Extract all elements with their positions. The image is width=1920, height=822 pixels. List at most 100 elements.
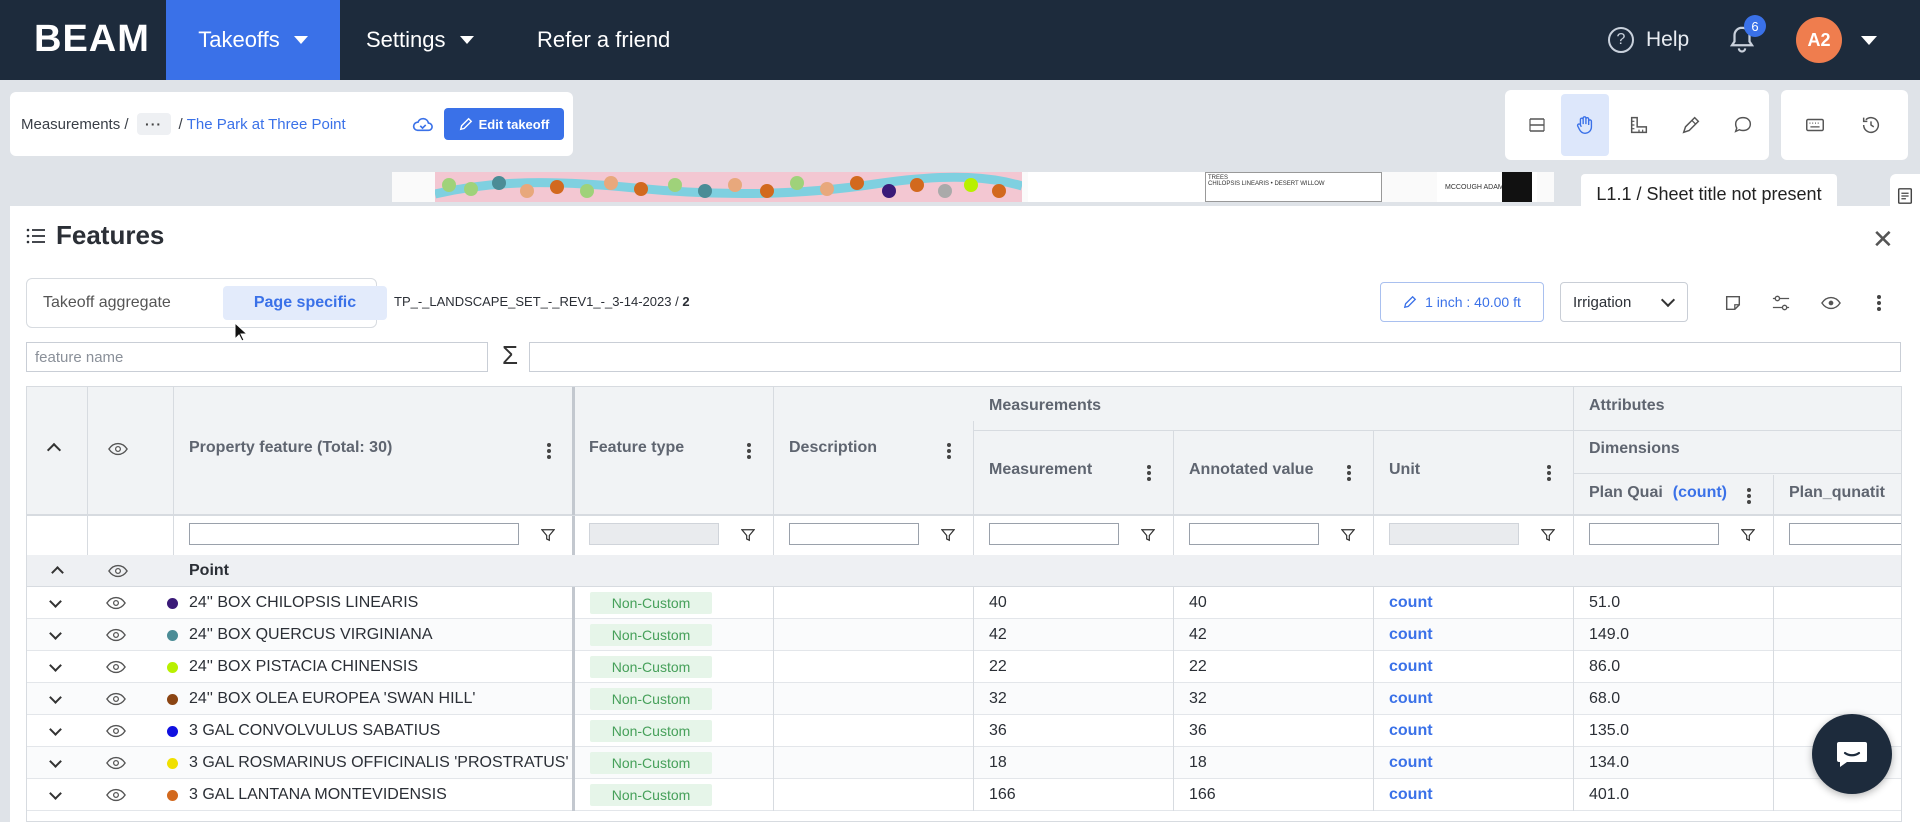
breadcrumb-ellipsis-button[interactable]: ··· [136, 113, 171, 135]
filter-icon[interactable] [941, 528, 955, 542]
formula-input[interactable] [529, 342, 1901, 372]
filter-description-input[interactable] [789, 523, 919, 545]
rows-tool[interactable] [1513, 94, 1561, 156]
nav-settings[interactable]: Settings [366, 0, 474, 80]
chat-support-button[interactable] [1812, 714, 1892, 794]
chevron-down-icon [459, 36, 474, 44]
history-button[interactable] [1847, 94, 1895, 156]
pan-tool[interactable] [1561, 94, 1609, 156]
nav-refer-a-friend[interactable]: Refer a friend [537, 0, 670, 80]
column-header-annotated-value[interactable]: Annotated value [1189, 461, 1314, 478]
filter-plan-quantity-input[interactable] [1589, 523, 1719, 545]
chevron-down-icon[interactable] [49, 787, 62, 800]
unit-link[interactable]: count [1389, 754, 1433, 771]
comment-tool[interactable] [1719, 94, 1767, 156]
column-header-property-feature[interactable]: Property feature (Total: 30) [189, 439, 393, 456]
chevron-down-icon[interactable] [49, 659, 62, 672]
column-header-plan-qunatit[interactable]: Plan_qunatit [1789, 484, 1886, 501]
filter-icon[interactable] [1341, 528, 1355, 542]
table-row[interactable]: 3 GAL ROSMARINUS OFFICINALIS 'PROSTRATUS… [27, 747, 1901, 779]
layer-dropdown[interactable]: Irrigation [1560, 282, 1688, 322]
settings-sliders-button[interactable] [1770, 292, 1792, 314]
chevron-down-icon[interactable] [49, 755, 62, 768]
breadcrumb-project-link[interactable]: The Park at Three Point [186, 115, 346, 133]
filter-property-feature-input[interactable] [189, 523, 519, 545]
unit-link[interactable]: count [1389, 658, 1433, 675]
eye-icon[interactable] [106, 692, 126, 706]
table-row[interactable]: 3 GAL CONVOLVULUS SABATIUS Non-Custom 36 36… [27, 715, 1901, 747]
cloud-icon[interactable] [412, 114, 434, 134]
tab-page-specific[interactable]: Page specific [223, 286, 387, 320]
more-options-button[interactable] [1868, 292, 1890, 314]
beam-logo[interactable]: BEAM [34, 18, 150, 60]
eye-icon[interactable] [106, 596, 126, 610]
nav-takeoffs[interactable]: Takeoffs [166, 0, 340, 80]
feature-search-input[interactable] [26, 342, 488, 372]
plan-quantity-value: 401.0 [1589, 786, 1630, 803]
comment-icon [1734, 116, 1752, 133]
column-header-description[interactable]: Description [789, 439, 878, 456]
unit-link[interactable]: count [1389, 594, 1433, 611]
eye-icon[interactable] [106, 628, 126, 642]
breadcrumb-root[interactable]: Measurements / [21, 115, 129, 133]
column-header-unit[interactable]: Unit [1389, 461, 1421, 478]
eye-icon[interactable] [106, 724, 126, 738]
filter-annotated-value-input[interactable] [1189, 523, 1319, 545]
filter-icon[interactable] [741, 528, 755, 542]
kebab-icon [1877, 295, 1881, 311]
scale-button[interactable]: 1 inch : 40.00 ft [1380, 282, 1544, 322]
table-row[interactable]: 3 GAL LANTANA MONTEVIDENSIS Non-Custom 166… [27, 779, 1901, 811]
collapse-all-button[interactable] [46, 439, 62, 458]
annotated-value: 36 [1189, 722, 1207, 739]
tab-takeoff-aggregate[interactable]: Takeoff aggregate [43, 294, 171, 311]
filter-icon[interactable] [1541, 528, 1555, 542]
draw-tool[interactable] [1667, 94, 1715, 156]
chevron-down-icon[interactable] [49, 627, 62, 640]
note-icon [1725, 295, 1741, 311]
unit-link[interactable]: count [1389, 690, 1433, 707]
unit-link[interactable]: count [1389, 786, 1433, 803]
kebab-icon[interactable] [747, 443, 751, 459]
edit-takeoff-button[interactable]: Edit takeoff [444, 108, 564, 140]
column-header-plan-quantity[interactable]: Plan Quai (count) [1589, 484, 1727, 502]
eye-icon[interactable] [108, 442, 128, 456]
filter-icon[interactable] [541, 528, 555, 542]
filter-icon[interactable] [1741, 528, 1755, 542]
group-row-point[interactable]: Point [27, 555, 1901, 587]
filter-icon[interactable] [1141, 528, 1155, 542]
table-row[interactable]: 24'' BOX PISTACIA CHINENSIS Non-Custom 22 2… [27, 651, 1901, 683]
eye-icon[interactable] [106, 788, 126, 802]
eye-icon[interactable] [106, 660, 126, 674]
feature-type-tag: Non-Custom [590, 656, 712, 678]
filter-plan-qunatit-input[interactable] [1789, 523, 1901, 545]
kebab-icon[interactable] [1547, 465, 1551, 481]
kebab-icon[interactable] [1347, 465, 1351, 481]
chevron-down-icon[interactable] [49, 723, 62, 736]
chevron-down-icon[interactable] [49, 691, 62, 704]
keyboard-shortcuts-button[interactable] [1791, 94, 1839, 156]
table-row[interactable]: 24'' BOX CHILOPSIS LINEARIS Non-Custom 40 4… [27, 587, 1901, 619]
eye-icon[interactable] [108, 564, 128, 578]
table-row[interactable]: 24'' BOX OLEA EUROPEA 'SWAN HILL' Non-Cus… [27, 683, 1901, 715]
kebab-icon[interactable] [947, 443, 951, 459]
kebab-icon[interactable] [1747, 488, 1751, 504]
column-header-measurement[interactable]: Measurement [989, 461, 1093, 478]
chevron-up-icon[interactable] [51, 566, 64, 579]
unit-link[interactable]: count [1389, 722, 1433, 739]
help-link[interactable]: ? Help [1608, 0, 1689, 80]
kebab-icon[interactable] [547, 443, 551, 459]
chevron-down-icon[interactable] [1861, 36, 1877, 45]
measure-tool[interactable] [1615, 94, 1663, 156]
user-avatar[interactable]: A2 [1796, 17, 1842, 63]
drawing-canvas[interactable]: TREES CHILOPSIS LINEARIS • DESERT WILLOW… [392, 172, 1554, 202]
kebab-icon[interactable] [1147, 465, 1151, 481]
filter-measurement-input[interactable] [989, 523, 1119, 545]
chevron-down-icon[interactable] [49, 595, 62, 608]
close-icon[interactable]: ✕ [1872, 224, 1894, 254]
table-row[interactable]: 24'' BOX QUERCUS VIRGINIANA Non-Custom 42 4… [27, 619, 1901, 651]
column-header-feature-type[interactable]: Feature type [589, 439, 685, 456]
eye-icon[interactable] [106, 756, 126, 770]
unit-link[interactable]: count [1389, 626, 1433, 643]
note-button[interactable] [1722, 292, 1744, 314]
visibility-button[interactable] [1820, 292, 1842, 314]
